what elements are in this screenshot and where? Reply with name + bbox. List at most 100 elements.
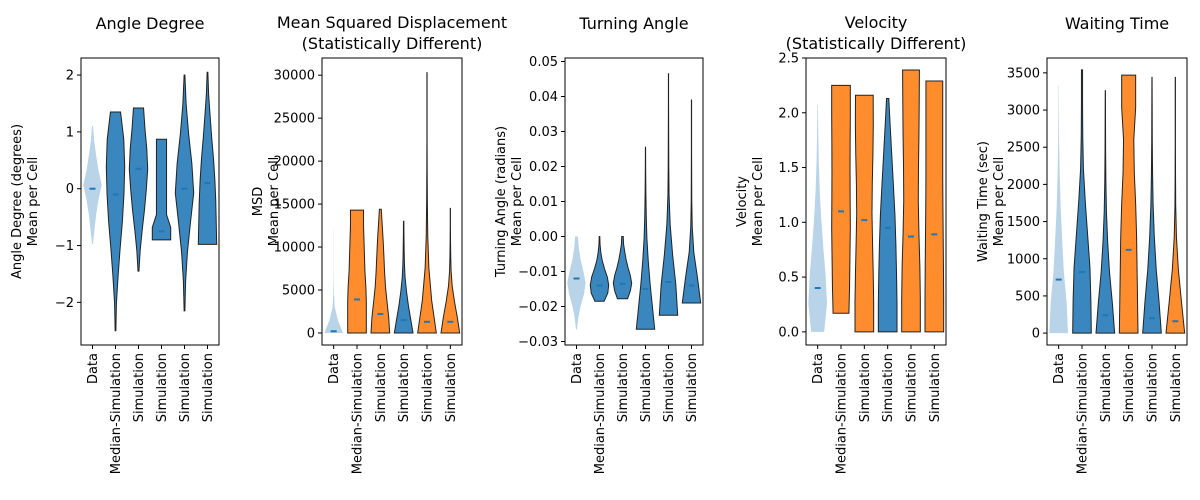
chart-panel-5: 0 500 1000 1500 2000 2500 3000 3500 Data Median-S… <box>976 14 1188 474</box>
x-tick-label: Simulation <box>201 353 216 422</box>
y-tick-label: 5000 <box>282 284 315 299</box>
panel-title: Waiting Time <box>1065 14 1169 33</box>
y-axis-label: Angle Degree (degrees) <box>10 124 25 279</box>
axes-frame <box>805 57 947 346</box>
y-tick-label: −2 <box>55 296 74 311</box>
x-tick-label: Simulation <box>397 353 412 422</box>
violin-6 <box>440 207 461 334</box>
violin-5 <box>658 73 679 316</box>
chart-panel-4: 0.0 0.5 1.0 1.5 2.0 2.5 Data Median-Simulation S… <box>735 13 966 474</box>
x-tick-label: Simulation <box>1146 353 1161 422</box>
x-tick-label: Simulation <box>155 353 170 422</box>
x-tick-label: Data <box>811 353 826 384</box>
y-tick-label: 2.0 <box>778 106 799 121</box>
y-tick-label: −1 <box>55 239 74 254</box>
x-tick-label: Data <box>86 353 101 384</box>
violin-1 <box>808 105 827 332</box>
violin-1 <box>83 126 102 244</box>
x-tick-label: Data <box>1052 353 1067 384</box>
chart-panel-3: −0.03 −0.02 −0.01 0.00 0.01 0.02 0.03 0.04 0.05 D… <box>494 14 704 474</box>
panel-title: Mean Squared Displacement <box>277 13 507 32</box>
y-tick-label: −0.02 <box>518 300 558 315</box>
x-tick-label: Simulation <box>662 353 677 422</box>
panel-title: (Statistically Different) <box>302 34 483 53</box>
x-tick-label: Simulation <box>374 353 389 422</box>
violin-2 <box>105 111 126 332</box>
x-tick-label: Median-Simulation <box>351 353 366 474</box>
x-tick-label: Data <box>570 353 585 384</box>
x-tick-label: Median-Simulation <box>109 353 124 474</box>
violin-2 <box>347 209 367 334</box>
x-tick-label: Simulation <box>858 353 873 422</box>
y-axis-label: Mean per Cell <box>510 157 525 247</box>
y-tick-label: 0.00 <box>529 230 558 245</box>
y-tick-label: 25000 <box>274 112 315 127</box>
x-tick-label: Simulation <box>1122 353 1137 422</box>
y-tick-label: 2500 <box>1007 141 1040 156</box>
y-tick-label: 0.0 <box>778 325 799 340</box>
y-tick-label: 1000 <box>1007 252 1040 267</box>
panel-title: Velocity <box>845 13 908 32</box>
y-tick-label: 1 <box>66 125 74 140</box>
violin-4 <box>1118 74 1139 334</box>
chart-panel-2: 0 5000 10000 15000 20000 25000 30000 Data Median… <box>251 13 507 474</box>
violin-2 <box>831 84 851 314</box>
y-tick-label: 20000 <box>274 155 315 170</box>
y-axis-label: Mean per Cell <box>751 157 766 247</box>
violin-5 <box>174 74 195 312</box>
x-tick-label: Simulation <box>905 353 920 422</box>
y-tick-label: 500 <box>1015 289 1040 304</box>
y-axis-label: Turning Angle (radians) <box>494 126 509 278</box>
x-tick-label: Simulation <box>881 353 896 422</box>
x-tick-label: Median-Simulation <box>1076 353 1091 474</box>
violin-6 <box>1165 76 1186 334</box>
y-tick-label: 2 <box>66 69 74 84</box>
violin-6 <box>681 99 702 304</box>
violin-4 <box>393 220 414 334</box>
y-tick-label: 30000 <box>274 69 315 84</box>
violin-3 <box>1095 90 1116 334</box>
x-tick-label: Data <box>327 353 342 384</box>
y-tick-label: 1.5 <box>778 161 799 176</box>
y-tick-label: 1500 <box>1007 215 1040 230</box>
panel-title: Angle Degree <box>96 14 205 33</box>
y-tick-label: 15000 <box>274 198 315 213</box>
x-tick-label: Simulation <box>178 353 193 422</box>
y-tick-label: 0 <box>66 182 74 197</box>
y-tick-label: 0.03 <box>529 125 558 140</box>
panel-title: Turning Angle <box>578 14 688 33</box>
y-tick-label: 10000 <box>274 241 315 256</box>
x-tick-label: Simulation <box>685 353 700 422</box>
x-tick-label: Simulation <box>132 353 147 422</box>
violin-2 <box>589 236 610 302</box>
y-tick-label: 1.0 <box>778 216 799 231</box>
violin-3 <box>128 107 149 272</box>
x-tick-label: Simulation <box>444 353 459 422</box>
y-tick-label: 0.05 <box>529 55 558 70</box>
violin-3 <box>612 236 633 300</box>
violin-1 <box>1049 85 1068 334</box>
x-tick-label: Simulation <box>616 353 631 422</box>
violin-5 <box>1142 76 1162 334</box>
axes-frame <box>80 57 220 346</box>
violin-1 <box>567 236 586 330</box>
violin-1 <box>324 229 343 333</box>
violin-3 <box>370 208 391 334</box>
violin-5 <box>417 72 437 334</box>
violin-3 <box>854 94 875 333</box>
y-tick-label: −0.01 <box>518 265 558 280</box>
x-tick-label: Simulation <box>639 353 654 422</box>
violin-5 <box>901 69 921 333</box>
y-axis-label: Mean per Cell <box>26 157 41 247</box>
y-tick-label: 0.01 <box>529 195 558 210</box>
y-axis-label: Mean per Cell <box>992 157 1007 247</box>
violin-4 <box>151 138 172 241</box>
violin-6 <box>924 80 945 333</box>
y-tick-label: 2000 <box>1007 178 1040 193</box>
y-axis-label: Velocity <box>735 176 750 227</box>
y-axis-label: Mean per Cell <box>267 157 282 247</box>
x-tick-label: Simulation <box>421 353 436 422</box>
violin-6 <box>197 71 218 245</box>
axes-frame <box>321 57 463 346</box>
